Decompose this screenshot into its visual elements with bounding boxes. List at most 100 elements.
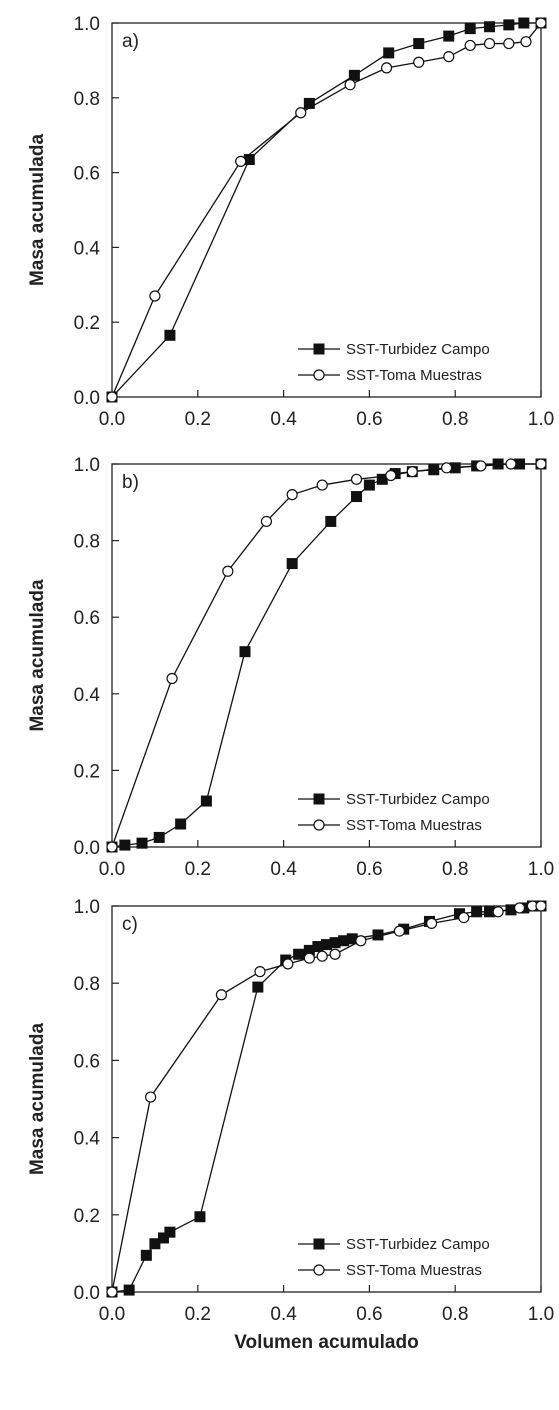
legend: SST-Turbidez Campo SST-Toma Muestras [298, 341, 490, 384]
legend-marker-circle [313, 1264, 325, 1276]
y-tick-label: 0.6 [74, 608, 100, 629]
data-point-circle [483, 37, 496, 50]
x-tick-label: 0.4 [270, 1304, 297, 1325]
data-point-circle [505, 458, 517, 470]
y-axis-title: Masa acumulada [27, 134, 48, 286]
data-point-circle [260, 515, 273, 528]
panel-label: c) [122, 914, 138, 935]
y-tick-label: 0.4 [74, 238, 101, 259]
plot-frame [111, 22, 542, 398]
data-point-circle [166, 672, 178, 685]
data-point-circle [458, 911, 470, 924]
data-point-square [464, 23, 476, 35]
legend-label: SST-Toma Muestras [346, 367, 482, 384]
x-tick-label: 0.2 [185, 1304, 211, 1325]
data-point-square [351, 491, 363, 503]
data-point-square [153, 831, 165, 843]
data-point-square [175, 818, 187, 830]
y-tick-label: 0.2 [74, 761, 100, 782]
data-point-circle [329, 948, 341, 960]
series-2 [106, 458, 547, 853]
x-tick-label: 0.0 [99, 1304, 125, 1325]
data-point-square [194, 1211, 206, 1223]
y-tick-label: 1.0 [74, 897, 100, 918]
data-point-square [200, 795, 212, 807]
chart-panel-2: 0.0 0.2 0.4 0.6 0.8 1.0 0.0 0.2 0.4 0.6 0.8 1.0 Masa… [27, 455, 554, 880]
data-point-circle [344, 79, 356, 91]
data-point-square [503, 19, 515, 31]
data-point-circle [535, 17, 547, 29]
data-point-circle [286, 489, 298, 501]
data-point-circle [535, 900, 547, 912]
x-tick-label: 0.4 [270, 409, 297, 430]
data-point-square [286, 558, 298, 570]
data-point-square [321, 939, 332, 951]
series-2 [106, 900, 547, 1298]
data-point-square [157, 1232, 169, 1244]
x-tick-label: 0.8 [442, 409, 468, 430]
y-tick-label: 0.2 [74, 1206, 100, 1227]
series-1 [106, 17, 547, 403]
data-point-square [123, 1284, 135, 1296]
y-tick-label: 0.2 [74, 313, 100, 334]
data-point-circle [503, 37, 515, 50]
data-point-circle [475, 460, 487, 472]
x-tick-label: 0.2 [185, 859, 211, 880]
data-point-circle [254, 966, 266, 978]
data-point-square [443, 30, 455, 42]
data-point-circle [350, 473, 363, 485]
data-point-square [136, 837, 148, 849]
series-2 [106, 17, 547, 403]
data-point-circle [145, 1091, 157, 1103]
data-point-circle [441, 462, 453, 474]
series-line [111, 905, 541, 1293]
y-axis-title: Masa acumulada [27, 579, 48, 731]
data-point-square [383, 47, 395, 59]
legend-marker-circle [313, 369, 325, 381]
data-point-circle [303, 952, 315, 964]
legend-label: SST-Turbidez Campo [346, 341, 490, 358]
data-point-circle [492, 906, 504, 918]
data-point-circle [464, 39, 476, 52]
data-point-circle [426, 917, 438, 929]
data-point-square [303, 97, 315, 109]
data-point-circle [385, 469, 397, 482]
data-point-square [453, 908, 465, 920]
y-tick-label: 0.0 [74, 838, 100, 859]
data-point-circle [106, 391, 118, 403]
data-point-square [348, 69, 360, 81]
data-point-square [376, 473, 388, 485]
y-tick-label: 0.6 [74, 164, 100, 185]
y-tick-label: 0.4 [74, 685, 101, 706]
data-point-square [243, 154, 255, 166]
legend-marker-square [313, 343, 325, 355]
data-point-square [149, 1238, 161, 1250]
y-tick-label: 0.0 [74, 388, 100, 409]
series-line [111, 905, 541, 1293]
y-tick-label: 0.8 [74, 974, 100, 995]
data-point-circle [282, 958, 294, 970]
x-tick-label: 0.2 [185, 409, 211, 430]
data-point-circle [316, 479, 328, 491]
data-point-square [518, 17, 530, 29]
data-point-circle [535, 458, 547, 470]
data-point-circle [520, 36, 532, 48]
y-tick-label: 1.0 [74, 455, 100, 476]
data-point-square [239, 646, 251, 658]
data-point-circle [235, 155, 247, 167]
data-point-square [325, 515, 337, 527]
x-axis-title: Volumen acumulado [234, 1332, 418, 1353]
x-tick-label: 0.0 [99, 859, 125, 880]
data-point-circle [222, 565, 234, 577]
data-point-circle [106, 1286, 118, 1298]
x-tick-label: 0.4 [270, 859, 297, 880]
data-point-square [363, 479, 375, 491]
data-point-square [346, 933, 358, 945]
data-point-square [329, 937, 341, 949]
legend-label: SST-Turbidez Campo [346, 1236, 490, 1253]
chart-panel-1: 0.0 0.2 0.4 0.6 0.8 1.0 0.0 0.2 0.4 0.6 0.8 1.0 Masa… [27, 14, 554, 430]
data-point-circle [443, 51, 455, 63]
legend-marker-circle [313, 819, 325, 831]
data-point-square [471, 906, 483, 918]
